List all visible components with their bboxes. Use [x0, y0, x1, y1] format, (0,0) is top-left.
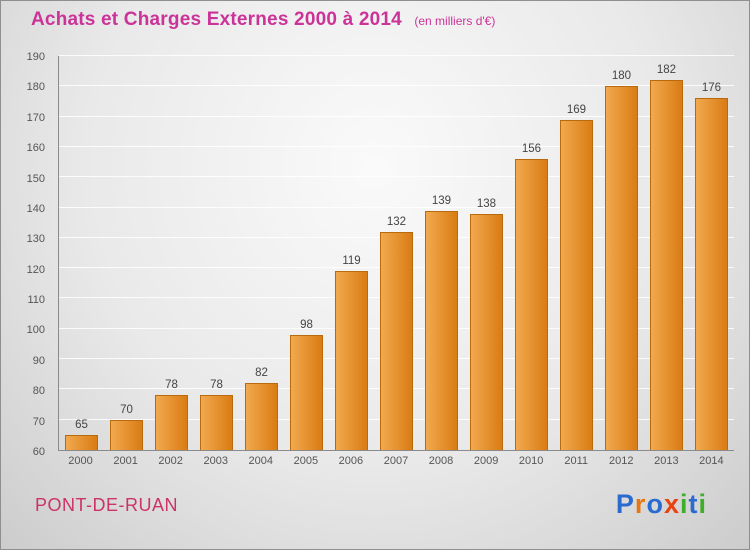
logo-letter: t [688, 489, 699, 519]
x-tick-label: 2011 [564, 455, 589, 467]
bar-value-label: 70 [120, 403, 133, 416]
bar-slot: 182 [644, 56, 689, 450]
y-tick-label: 120 [26, 263, 45, 276]
y-tick-label: 160 [26, 142, 45, 155]
plot-area: 65 70 78 78 82 98 119 132 139 138 156 169 180 182 176 [58, 55, 734, 451]
y-tick-label: 180 [26, 81, 45, 94]
x-tick-label: 2000 [68, 455, 93, 467]
x-tick-label: 2008 [428, 455, 454, 467]
bar: 119 [334, 255, 369, 450]
bar-slot: 82 [239, 56, 284, 450]
chart-header: Achats et Charges Externes 2000 à 2014 (… [31, 9, 495, 31]
y-tick-label: 110 [27, 294, 45, 307]
bar: 78 [154, 379, 189, 450]
x-tick-label: 2004 [248, 455, 274, 467]
y-tick-label: 90 [32, 354, 45, 367]
x-tick-label: 2001 [113, 455, 138, 467]
bars: 65 70 78 78 82 98 119 132 139 138 156 169 180 182 176 [59, 56, 734, 450]
bar: 180 [604, 70, 639, 450]
y-axis-labels: 60 70 80 90 100 110 120 130 140 150 160 170 180 190 [1, 51, 51, 458]
y-tick-label: 140 [26, 202, 45, 215]
chart-title: Achats et Charges Externes 2000 à 2014 [31, 9, 402, 30]
bar-slot: 132 [374, 56, 419, 450]
bar-value-label: 138 [476, 197, 497, 210]
bar-value-label: 132 [386, 215, 407, 228]
y-tick-label: 100 [26, 324, 45, 337]
bar-slot: 78 [149, 56, 194, 450]
proxiti-logo: Proxiti [616, 489, 707, 520]
x-tick-label: 2003 [203, 455, 228, 467]
gridline [59, 115, 734, 117]
bar-slot: 139 [419, 56, 464, 450]
gridline [59, 85, 734, 87]
bar-value-label: 119 [342, 255, 361, 268]
bar-slot: 169 [554, 56, 599, 450]
x-tick-label: 2007 [383, 455, 409, 467]
bar: 65 [64, 419, 99, 450]
bar-value-label: 65 [75, 418, 88, 431]
bar-value-label: 169 [566, 103, 587, 116]
y-tick-label: 70 [32, 415, 45, 428]
bar: 138 [469, 198, 504, 450]
x-tick-label: 2009 [473, 455, 499, 467]
logo-letter: x [663, 489, 680, 519]
gridline [59, 176, 734, 178]
logo-letter: i [679, 489, 689, 519]
bar-value-label: 98 [300, 318, 313, 331]
bar-value-label: 182 [656, 64, 677, 77]
x-axis-labels: 2000 2001 2002 2003 2004 2005 2006 2007 2008 2009… [58, 455, 734, 467]
x-tick-label: 2010 [518, 455, 544, 467]
bar: 98 [289, 319, 324, 450]
bar: 169 [559, 104, 594, 450]
bar-value-label: 139 [431, 194, 452, 207]
logo-letter: o [646, 489, 664, 519]
bar: 82 [244, 367, 279, 450]
bar: 182 [649, 64, 684, 450]
bar-value-label: 78 [165, 379, 178, 392]
logo-letter: i [698, 489, 707, 519]
bar: 78 [199, 379, 234, 450]
x-tick-label: 2012 [609, 455, 634, 467]
bar-slot: 180 [599, 56, 644, 450]
bar: 132 [379, 216, 414, 450]
commune-name: PONT-DE-RUAN [35, 495, 179, 515]
x-tick-label: 2005 [293, 455, 319, 467]
gridline [59, 55, 734, 56]
x-tick-label: 2006 [338, 455, 364, 467]
bar-slot: 70 [104, 56, 149, 450]
x-tick-label: 2014 [699, 455, 724, 467]
y-tick-label: 190 [26, 51, 45, 63]
chart-subtitle: (en milliers d'€) [414, 14, 496, 28]
y-tick-label: 80 [32, 385, 45, 398]
x-tick-label: 2002 [158, 455, 183, 467]
bar-value-label: 176 [701, 82, 722, 95]
bar: 156 [514, 143, 549, 450]
gridline [59, 145, 734, 147]
bar-value-label: 78 [210, 379, 223, 392]
bar-slot: 156 [509, 56, 554, 450]
bar: 139 [424, 195, 459, 450]
y-tick-label: 150 [26, 172, 45, 185]
bar: 70 [109, 404, 144, 450]
bar-slot: 176 [689, 56, 734, 450]
y-tick-label: 170 [26, 111, 45, 124]
bar-slot: 65 [59, 56, 104, 450]
bar-value-label: 156 [521, 143, 542, 156]
bar-slot: 78 [194, 56, 239, 450]
bar-slot: 119 [329, 56, 374, 450]
gridline [59, 206, 734, 208]
bar-value-label: 180 [611, 70, 632, 83]
bar-value-label: 82 [255, 367, 268, 380]
logo-letter: P [615, 489, 635, 519]
y-tick-label: 60 [32, 446, 45, 458]
bar-slot: 98 [284, 56, 329, 450]
logo-letter: r [634, 489, 647, 519]
y-tick-label: 130 [26, 233, 45, 246]
bar: 176 [694, 82, 729, 450]
bar-slot: 138 [464, 56, 509, 450]
x-tick-label: 2013 [654, 455, 679, 467]
